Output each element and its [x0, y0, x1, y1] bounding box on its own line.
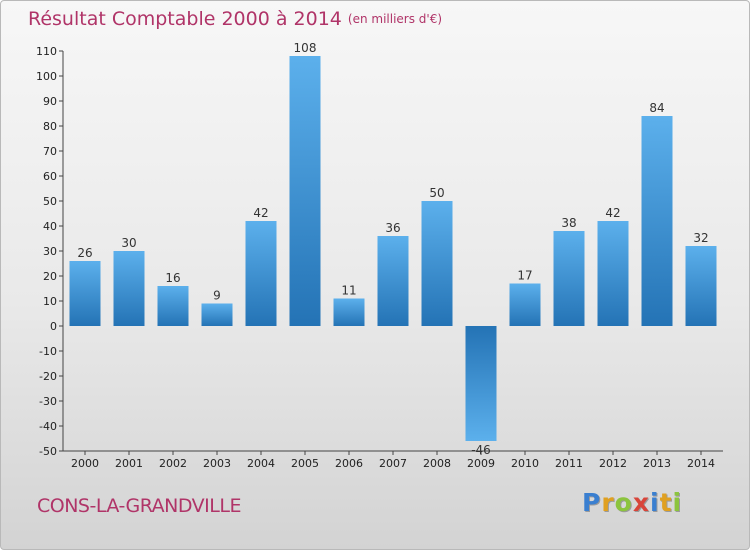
logo-letter: x	[632, 488, 650, 517]
bar	[509, 283, 541, 326]
bar-value-label: 9	[213, 289, 221, 303]
bar-value-label: 11	[341, 284, 356, 298]
y-tick-label: -30	[39, 395, 57, 408]
bar	[69, 261, 101, 326]
x-tick-label: 2004	[247, 457, 275, 470]
bar-value-label: 42	[605, 206, 620, 220]
bar	[553, 231, 585, 326]
bar-value-label: 30	[121, 236, 136, 250]
bar-value-label: 108	[294, 41, 317, 55]
y-tick-label: -40	[39, 420, 57, 433]
commune-name: CONS-LA-GRANDVILLE	[37, 495, 241, 517]
bar-value-label: 84	[649, 101, 664, 115]
y-tick-label: 80	[43, 120, 57, 133]
y-tick-label: 30	[43, 245, 57, 258]
bar	[597, 221, 629, 326]
y-tick-label: 90	[43, 95, 57, 108]
bar-value-label: 16	[165, 271, 180, 285]
bar-value-label: 17	[517, 269, 532, 283]
x-tick-label: 2009	[467, 457, 495, 470]
bar	[289, 56, 321, 326]
y-tick-label: 0	[50, 320, 57, 333]
logo-letter: r	[601, 488, 615, 517]
x-tick-label: 2002	[159, 457, 187, 470]
y-tick-label: 50	[43, 195, 57, 208]
x-tick-label: 2010	[511, 457, 539, 470]
bar-value-label: 42	[253, 206, 268, 220]
bar	[421, 201, 453, 326]
y-tick-label: 100	[36, 70, 57, 83]
title-text: Résultat Comptable 2000 à 2014	[28, 8, 342, 30]
bar-value-label: 26	[77, 246, 92, 260]
bar	[201, 303, 233, 326]
x-tick-label: 2012	[599, 457, 627, 470]
bar	[377, 236, 409, 326]
x-tick-label: 2006	[335, 457, 363, 470]
x-tick-label: 2007	[379, 457, 407, 470]
bar	[245, 221, 277, 326]
bar-value-label: -46	[471, 443, 491, 457]
logo-letter: P	[582, 488, 602, 517]
logo-letter: o	[614, 488, 633, 517]
y-tick-label: 70	[43, 145, 57, 158]
x-tick-label: 2005	[291, 457, 319, 470]
y-tick-label: 60	[43, 170, 57, 183]
x-tick-label: 2011	[555, 457, 583, 470]
x-tick-label: 2000	[71, 457, 99, 470]
axes: 1101009080706050403020100-10-20-30-40-50…	[36, 45, 723, 470]
x-tick-label: 2008	[423, 457, 451, 470]
x-tick-label: 2001	[115, 457, 143, 470]
value-labels: 26 30 16 9 42 108 11 36 50 -46 17 38 42 84 32	[77, 41, 708, 457]
x-tick-label: 2003	[203, 457, 231, 470]
chart-title: Résultat Comptable 2000 à 2014 (en millie…	[28, 8, 442, 30]
logo-letter: t	[659, 488, 673, 517]
bar	[333, 298, 365, 326]
proxiti-logo[interactable]: Proxiti	[582, 488, 682, 517]
y-tick-label: 20	[43, 270, 57, 283]
bar	[113, 251, 145, 326]
y-tick-label: -10	[39, 345, 57, 358]
y-tick-label: 10	[43, 295, 57, 308]
logo-letter: i	[650, 488, 660, 517]
bar-value-label: 50	[429, 186, 444, 200]
x-tick-label: 2014	[687, 457, 715, 470]
bars	[69, 56, 717, 441]
y-tick-label: -50	[39, 445, 57, 458]
y-tick-label: 110	[36, 45, 57, 58]
logo-letter: i	[672, 488, 683, 517]
bar-value-label: 36	[385, 221, 400, 235]
bar-value-label: 38	[561, 216, 576, 230]
x-tick-label: 2013	[643, 457, 671, 470]
chart-subtitle: (en milliers d'€)	[347, 12, 443, 26]
bar	[465, 326, 497, 441]
bar	[641, 116, 673, 326]
bar	[157, 286, 189, 326]
bar-value-label: 32	[693, 231, 708, 245]
y-tick-label: 40	[43, 220, 57, 233]
bar	[685, 246, 717, 326]
y-tick-label: -20	[39, 370, 57, 383]
